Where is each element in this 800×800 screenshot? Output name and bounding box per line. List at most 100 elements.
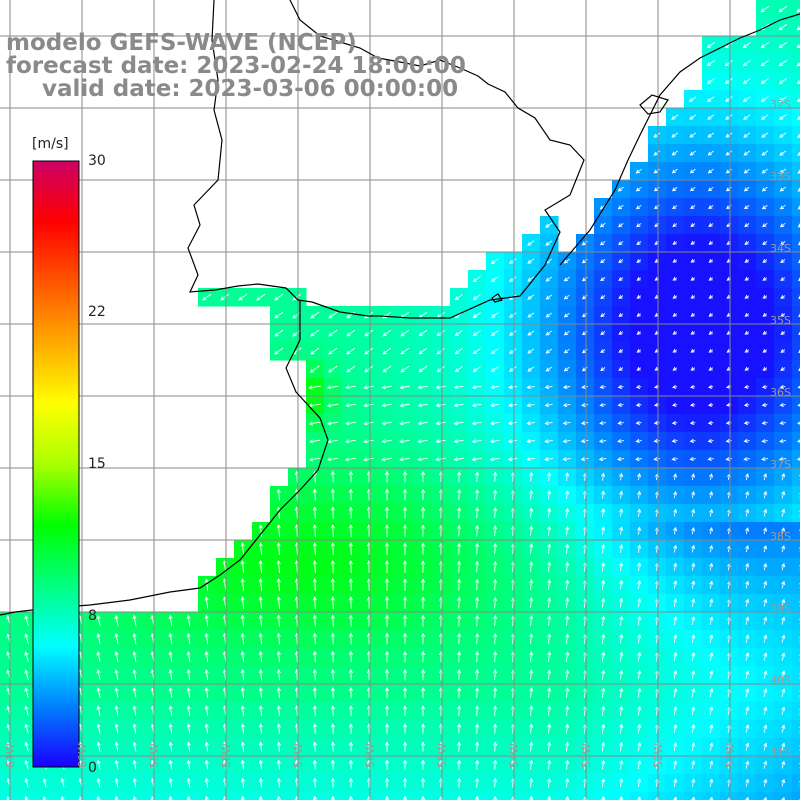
wind-arrow (204, 596, 209, 609)
latitude-label: 40S (770, 674, 791, 687)
wind-arrow (691, 616, 696, 626)
wind-arrow (312, 614, 317, 627)
wind-arrow (258, 560, 263, 574)
wind-arrow (348, 524, 353, 537)
wind-arrow (781, 634, 786, 643)
wind-cell (144, 792, 163, 800)
wind-arrow (565, 687, 570, 698)
wind-arrow (420, 741, 426, 752)
wind-arrow (671, 456, 678, 462)
wind-cell (792, 522, 800, 541)
wind-arrow (617, 186, 624, 192)
wind-arrow (619, 687, 624, 698)
wind-arrow (258, 705, 263, 716)
wind-arrow (274, 311, 284, 319)
wind-arrow (781, 562, 786, 571)
wind-arrow (763, 490, 768, 499)
wind-arrow (330, 578, 335, 591)
wind-arrow (240, 777, 245, 788)
wind-arrow (619, 669, 624, 680)
wind-arrow (453, 403, 464, 408)
wind-arrow (475, 632, 480, 645)
wind-arrow (471, 403, 482, 408)
wind-arrow (493, 669, 498, 681)
wind-arrow (725, 456, 732, 462)
wind-arrow (435, 385, 446, 390)
wind-arrow (326, 457, 339, 462)
wind-arrow (547, 597, 552, 608)
wind-arrow (581, 366, 588, 372)
wind-arrow (168, 795, 173, 800)
wind-arrow (132, 650, 137, 663)
wind-arrow (420, 488, 426, 501)
wind-arrow (204, 705, 209, 716)
wind-arrow (96, 669, 101, 681)
wind-arrow (708, 366, 713, 371)
wind-arrow (617, 384, 624, 389)
wind-arrow (312, 542, 317, 556)
wind-arrow (691, 778, 696, 787)
wind-arrow (601, 508, 606, 517)
wind-arrow (527, 330, 535, 336)
wind-arrow (781, 652, 786, 661)
wind-arrow (384, 578, 390, 591)
wind-arrow (168, 741, 173, 752)
wind-arrow (706, 42, 715, 49)
wind-arrow (601, 777, 606, 788)
wind-arrow (457, 705, 462, 716)
wind-arrow (618, 294, 624, 299)
wind-arrow (435, 457, 446, 462)
latitude-label: 41S (770, 746, 791, 759)
wind-arrow (456, 777, 462, 788)
wind-arrow (276, 650, 281, 663)
colorbar-frame (32, 160, 80, 768)
wind-arrow (96, 705, 101, 716)
wind-arrow (6, 795, 11, 800)
wind-cell (36, 792, 55, 800)
wind-arrow (24, 669, 29, 680)
wind-arrow (581, 258, 588, 264)
wind-arrow (725, 420, 732, 425)
wind-arrow (563, 258, 570, 264)
wind-arrow (743, 168, 750, 174)
wind-arrow (472, 348, 481, 355)
wind-cell (270, 792, 289, 800)
wind-arrow (619, 796, 624, 800)
wind-arrow (435, 421, 446, 426)
wind-arrow (637, 508, 642, 517)
wind-arrow (618, 348, 624, 353)
wind-arrow (709, 724, 714, 734)
wind-arrow (708, 258, 713, 263)
wind-arrow (562, 439, 571, 444)
wind-arrow (637, 759, 642, 770)
wind-arrow (796, 8, 800, 13)
wind-arrow (619, 615, 624, 626)
wind-arrow (384, 470, 390, 483)
wind-arrow (384, 560, 390, 573)
wind-arrow (312, 632, 317, 645)
wind-cell (792, 612, 800, 631)
wind-arrow (744, 348, 749, 353)
wind-arrow (761, 114, 769, 120)
wind-arrow (599, 222, 606, 228)
wind-arrow (619, 508, 624, 517)
wind-arrow (761, 438, 768, 444)
wind-cell (792, 504, 800, 523)
wind-arrow (709, 490, 714, 499)
wind-arrow (42, 795, 47, 800)
wind-arrow (781, 616, 786, 625)
wind-arrow (186, 668, 191, 681)
wind-arrow (637, 580, 642, 590)
wind-arrow (619, 723, 624, 734)
wind-arrow (545, 366, 553, 372)
wind-arrow (330, 488, 335, 501)
wind-arrow (599, 402, 606, 408)
wind-arrow (204, 650, 209, 663)
wind-arrow (348, 759, 354, 770)
wind-arrow (493, 777, 498, 788)
wind-arrow (601, 705, 606, 716)
wind-arrow (453, 385, 464, 390)
wind-cell (792, 738, 800, 757)
wind-arrow (328, 311, 338, 319)
wind-arrow (673, 651, 678, 662)
